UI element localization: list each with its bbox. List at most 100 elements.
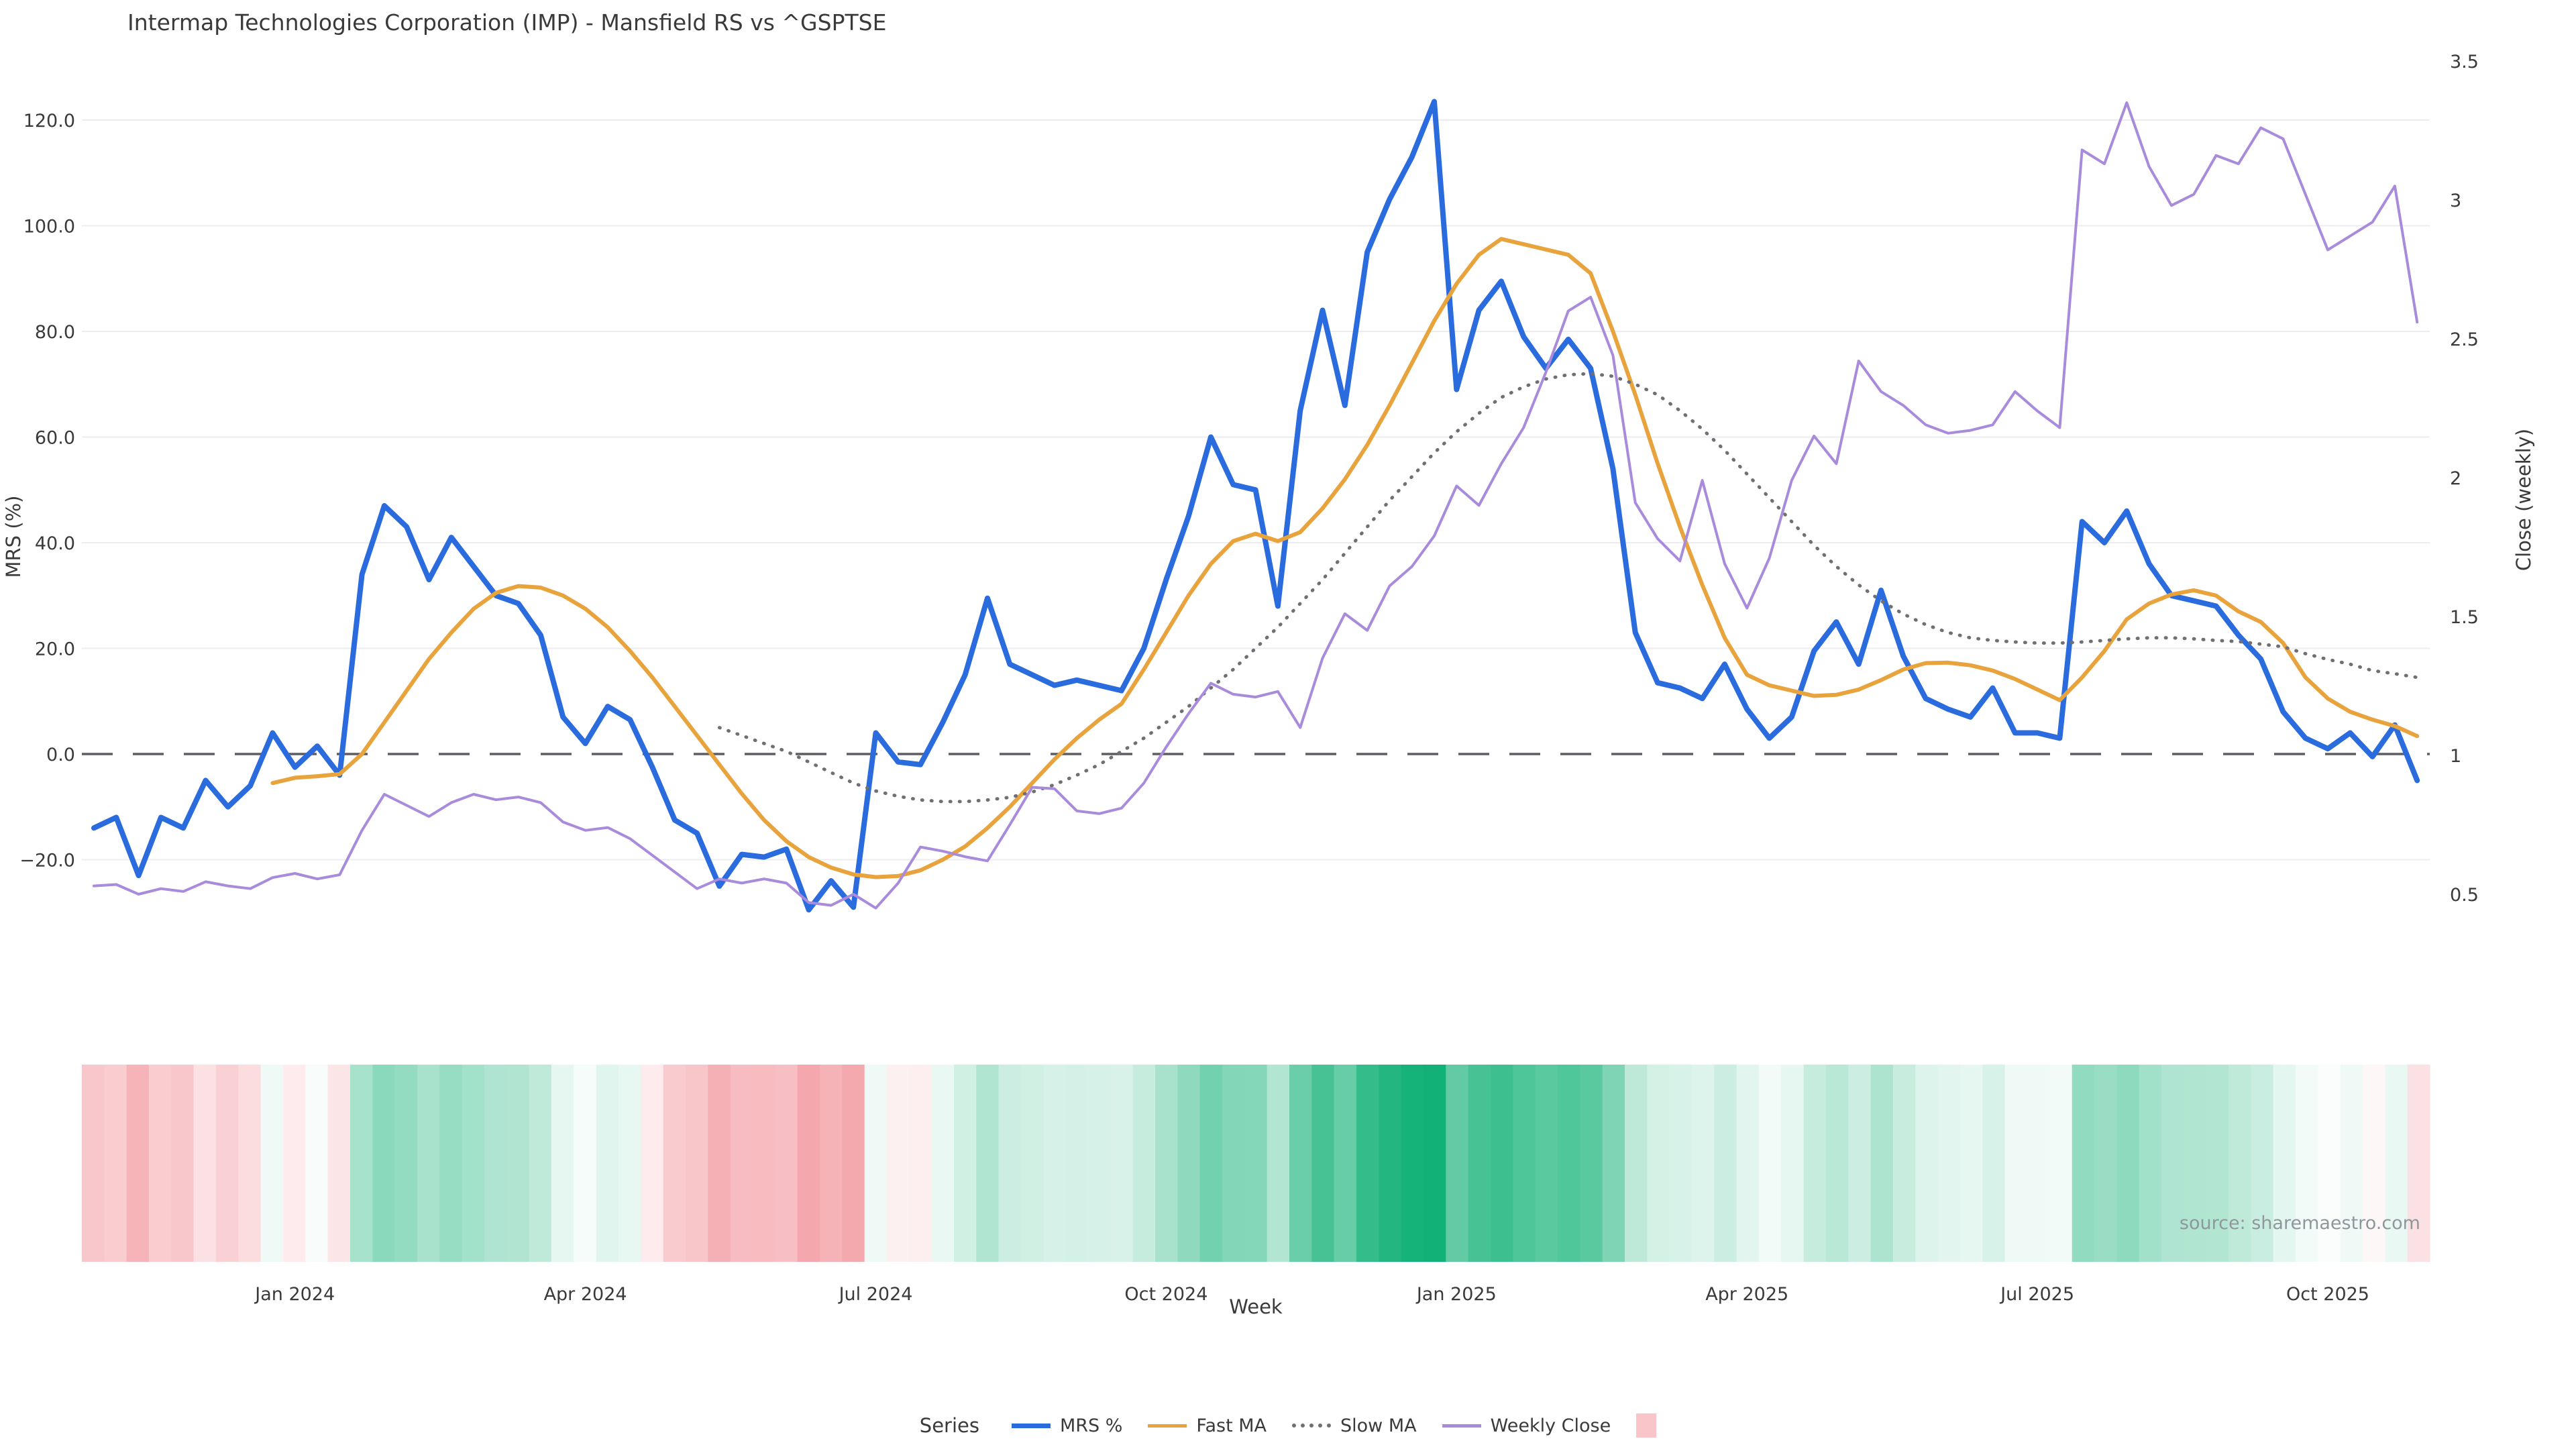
heatmap-cell (1491, 1065, 1513, 1262)
heatmap-cell (1334, 1065, 1357, 1262)
heatmap-cell (126, 1065, 150, 1262)
y-right-tick-label: 1 (2450, 746, 2461, 767)
heatmap-cell (1021, 1065, 1044, 1262)
heatmap-cell (2184, 1065, 2207, 1262)
legend-item-label: MRS % (1059, 1415, 1123, 1436)
y-left-tick-label: 40.0 (35, 533, 75, 554)
heatmap-cell (1155, 1065, 1178, 1262)
heatmap-cell (2004, 1065, 2028, 1262)
heatmap-cell (1289, 1065, 1312, 1262)
heatmap-legend-swatch-icon (1636, 1413, 1657, 1438)
series-lines (91, 99, 2420, 913)
y-right-tick-label: 1.5 (2450, 607, 2479, 628)
heatmap-cell (2273, 1065, 2296, 1262)
heatmap-cell (574, 1065, 597, 1262)
heatmap-cell (2027, 1065, 2050, 1262)
heatmap-cell (1736, 1065, 1760, 1262)
y-left-tick-label: 80.0 (35, 322, 75, 343)
heatmap-cell (529, 1065, 552, 1262)
heatmap-cell (305, 1065, 329, 1262)
heatmap-cell (1602, 1065, 1625, 1262)
y-left-tick-label: 0.0 (46, 745, 75, 765)
heatmap-cell (1379, 1065, 1402, 1262)
heatmap-cell (149, 1065, 172, 1262)
legend-item-label: Fast MA (1196, 1415, 1267, 1436)
heatmap-strip (82, 1065, 2430, 1262)
heatmap-cell (1647, 1065, 1670, 1262)
heatmap-cell (1222, 1065, 1245, 1262)
heatmap-cell (506, 1065, 530, 1262)
x-axis-title: Week (1229, 1295, 1283, 1318)
heatmap-cell (797, 1065, 820, 1262)
heatmap-cell (1848, 1065, 1872, 1262)
heatmap-cell (976, 1065, 1000, 1262)
y-left-tick-label: 100.0 (23, 217, 75, 237)
heatmap-cell (1826, 1065, 1849, 1262)
legend-item-weekly-close[interactable]: Weekly Close (1442, 1415, 1611, 1436)
heatmap-cell (954, 1065, 977, 1262)
heatmap-cell (1803, 1065, 1827, 1262)
heatmap-cell (238, 1065, 262, 1262)
x-tick-label: Jan 2025 (1415, 1284, 1497, 1305)
legend-item-mrs-[interactable]: MRS % (1011, 1415, 1123, 1436)
heatmap-cell (1870, 1065, 1894, 1262)
heatmap-cell (2340, 1065, 2363, 1262)
heatmap-cell (931, 1065, 955, 1262)
y-right-tick-label: 0.5 (2450, 885, 2479, 906)
y-left-tick-label: 60.0 (35, 428, 75, 449)
chart-title: Intermap Technologies Corporation (IMP) … (127, 9, 886, 36)
heatmap-cell (1781, 1065, 1805, 1262)
heatmap-cell (887, 1065, 910, 1262)
heatmap-cell (1043, 1065, 1067, 1262)
y-axis-left-ticks: 120.0 100.0 80.0 60.0 40.0 20.0 0.0 −20.0 (19, 111, 75, 871)
heatmap-cell (394, 1065, 418, 1262)
heatmap-cell (1692, 1065, 1715, 1262)
heatmap-cell (641, 1065, 664, 1262)
heatmap-cell (82, 1065, 105, 1262)
legend-item-fast-ma[interactable]: Fast MA (1148, 1415, 1267, 1436)
heatmap-cell (708, 1065, 731, 1262)
legend-swatch-icon (1011, 1423, 1051, 1428)
heatmap-cell (350, 1065, 373, 1262)
heatmap-cell (1177, 1065, 1201, 1262)
heatmap-cell (327, 1065, 351, 1262)
x-tick-label: Oct 2024 (1124, 1284, 1208, 1305)
series-line-slow-ma (717, 372, 2419, 804)
heatmap-cell (1424, 1065, 1446, 1262)
legend-item-label: Weekly Close (1490, 1415, 1611, 1436)
heatmap-cell (1982, 1065, 2006, 1262)
heatmap-cell (619, 1065, 641, 1262)
heatmap-cell (864, 1065, 888, 1262)
heatmap-cell (2161, 1065, 2184, 1262)
heatmap-cell (1065, 1065, 1089, 1262)
heatmap-cell (686, 1065, 708, 1262)
heatmap-cell (842, 1065, 865, 1262)
y-right-tick-label: 2 (2450, 468, 2461, 489)
heatmap-cell (216, 1065, 239, 1262)
heatmap-cell (2407, 1065, 2430, 1262)
heatmap-cell (484, 1065, 507, 1262)
y-right-tick-label: 3 (2450, 191, 2461, 211)
heatmap-cell (1088, 1065, 1111, 1262)
heatmap-cell (260, 1065, 284, 1262)
heatmap-cell (998, 1065, 1022, 1262)
legend-item-label: Slow MA (1340, 1415, 1417, 1436)
heatmap-cell (2049, 1065, 2073, 1262)
heatmap-cell (1625, 1065, 1648, 1262)
heatmap-cell (462, 1065, 485, 1262)
legend-swatch-icon (1292, 1424, 1332, 1428)
heatmap-cell (2206, 1065, 2229, 1262)
heatmap-cell (439, 1065, 463, 1262)
heatmap-cell (1714, 1065, 1737, 1262)
heatmap-cell (2072, 1065, 2095, 1262)
heatmap-cell (417, 1065, 440, 1262)
heatmap-cell (551, 1065, 574, 1262)
legend-item-slow-ma[interactable]: Slow MA (1292, 1415, 1417, 1436)
heatmap-cell (1960, 1065, 1983, 1262)
x-tick-label: Jan 2024 (254, 1284, 335, 1305)
heatmap-cell (1199, 1065, 1223, 1262)
heatmap-cell (909, 1065, 932, 1262)
heatmap-cell (104, 1065, 127, 1262)
